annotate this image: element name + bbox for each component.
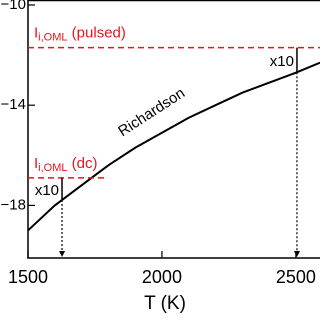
marker-arrow [293, 251, 300, 257]
marker-arrow [59, 251, 66, 257]
reference-label: Ii,OML (dc) [34, 155, 98, 174]
label-main: I [34, 25, 38, 42]
y-tick-label: −18 [1, 196, 26, 213]
x-tick-label: 1500 [8, 267, 48, 287]
marker-label: x10 [270, 53, 294, 70]
y-tick-label: −10 [1, 0, 26, 13]
label-main: I [34, 155, 38, 172]
series-label: Richardson [115, 85, 188, 141]
y-tick-label: −14 [1, 96, 26, 113]
label-sub: i,OML [38, 31, 67, 43]
label-rest: (dc) [68, 155, 98, 172]
x-tick-label: 2000 [142, 267, 182, 287]
x-axis-label: T (K) [144, 293, 186, 314]
label-sub: i,OML [38, 162, 67, 174]
reference-label: Ii,OML (pulsed) [34, 25, 126, 44]
series-line [27, 61, 320, 232]
plot-frame [27, 0, 320, 259]
marker-label: x10 [35, 182, 59, 199]
label-rest: (pulsed) [68, 25, 126, 42]
x-tick-label: 2500 [276, 267, 316, 287]
